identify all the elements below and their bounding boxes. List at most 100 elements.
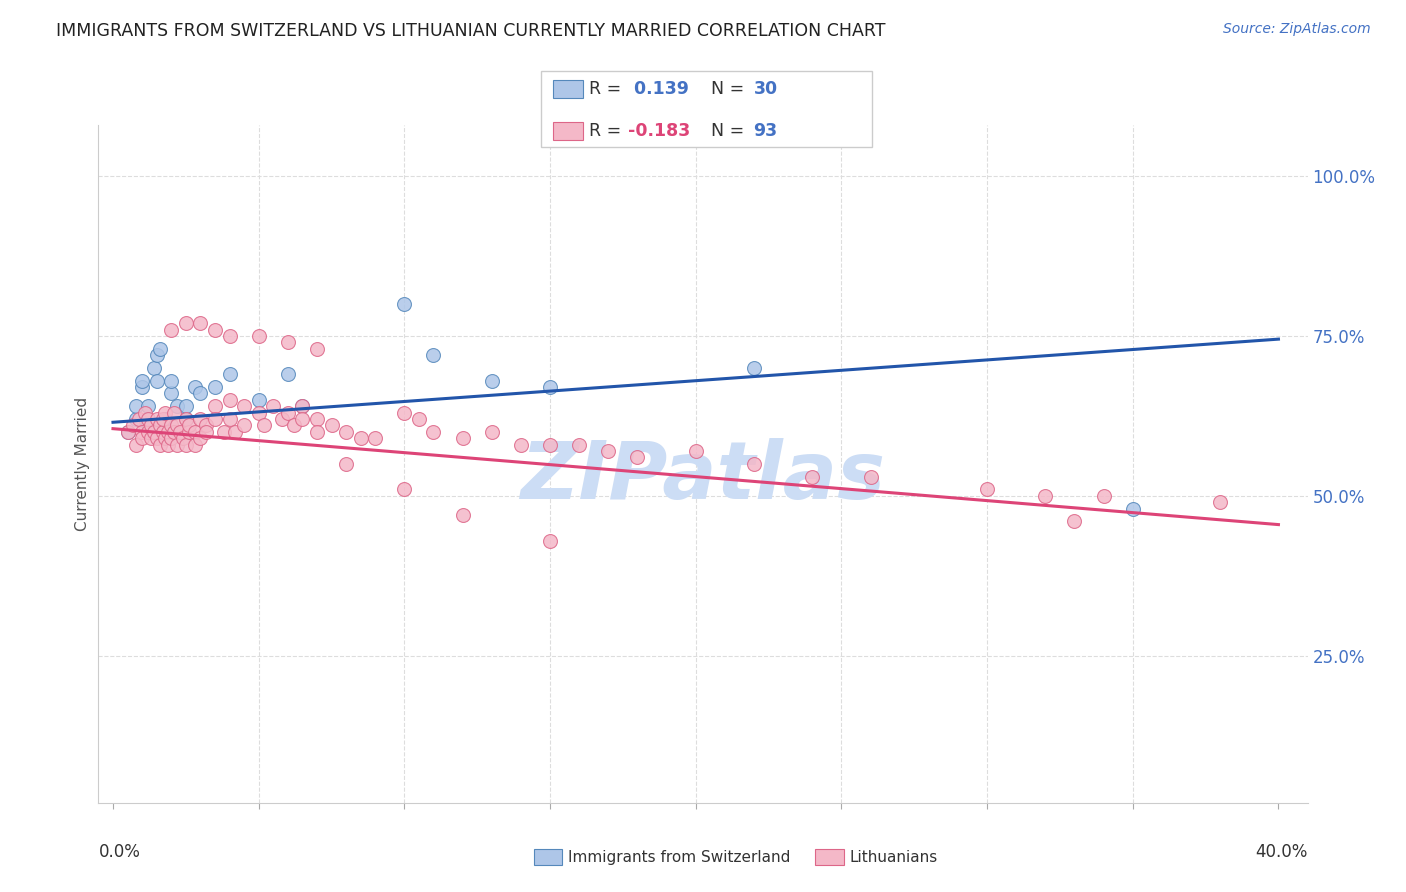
Point <box>131 374 153 388</box>
Point <box>204 399 226 413</box>
Point <box>183 425 205 439</box>
Point <box>166 418 188 433</box>
Point <box>212 425 235 439</box>
Text: R =: R = <box>589 122 627 140</box>
Point <box>224 425 246 439</box>
Point <box>481 374 503 388</box>
Point <box>685 444 707 458</box>
Point <box>149 342 172 356</box>
Point <box>163 406 186 420</box>
Text: ZIPatlas: ZIPatlas <box>520 438 886 516</box>
Point <box>233 399 256 413</box>
Point <box>134 406 156 420</box>
Point <box>155 406 177 420</box>
Point <box>277 335 299 350</box>
Point <box>394 406 416 420</box>
Point <box>160 386 183 401</box>
Point <box>166 399 188 413</box>
Point <box>136 418 159 433</box>
Point <box>204 380 226 394</box>
Point <box>271 412 294 426</box>
Point <box>451 508 474 522</box>
Point <box>183 380 205 394</box>
Point <box>422 348 444 362</box>
Point <box>163 425 186 439</box>
Point <box>155 412 177 426</box>
Point <box>277 406 299 420</box>
Point <box>859 469 882 483</box>
Point <box>538 533 561 548</box>
Point <box>131 425 153 439</box>
Point <box>122 418 145 433</box>
Point <box>394 483 416 497</box>
Text: 30: 30 <box>754 80 778 98</box>
Text: Lithuanians: Lithuanians <box>849 850 938 864</box>
Point <box>152 425 174 439</box>
Point <box>152 412 174 426</box>
Point <box>131 380 153 394</box>
Text: N =: N = <box>700 122 749 140</box>
Point <box>149 418 172 433</box>
Point <box>128 412 150 426</box>
Y-axis label: Currently Married: Currently Married <box>75 397 90 531</box>
Point <box>136 399 159 413</box>
Text: 0.139: 0.139 <box>628 80 689 98</box>
Point <box>142 425 165 439</box>
Point <box>183 437 205 451</box>
Point <box>277 368 299 382</box>
Point <box>218 329 240 343</box>
Point <box>166 437 188 451</box>
Point <box>131 431 153 445</box>
Point <box>742 360 765 375</box>
Point <box>125 437 148 451</box>
Point <box>174 316 197 330</box>
Point <box>321 418 343 433</box>
Point <box>976 483 998 497</box>
Point <box>136 412 159 426</box>
Point <box>204 322 226 336</box>
Point <box>283 418 305 433</box>
Point <box>218 368 240 382</box>
Point <box>394 297 416 311</box>
Point <box>626 450 648 465</box>
Point <box>149 437 172 451</box>
Point <box>190 412 212 426</box>
Point <box>291 412 314 426</box>
Point <box>174 399 197 413</box>
Text: 0.0%: 0.0% <box>98 844 141 862</box>
Point <box>117 425 139 439</box>
Point <box>364 431 387 445</box>
Point <box>204 412 226 426</box>
Point <box>233 418 256 433</box>
Point <box>408 412 430 426</box>
Point <box>155 431 177 445</box>
Point <box>350 431 373 445</box>
Point <box>291 399 314 413</box>
Point <box>174 412 197 426</box>
Point <box>125 399 148 413</box>
Point <box>247 406 270 420</box>
Text: -0.183: -0.183 <box>628 122 690 140</box>
Point <box>218 392 240 407</box>
Point <box>422 425 444 439</box>
Point <box>305 342 328 356</box>
Point <box>157 437 180 451</box>
Text: Immigrants from Switzerland: Immigrants from Switzerland <box>568 850 790 864</box>
Point <box>253 418 276 433</box>
Point <box>160 374 183 388</box>
Point <box>801 469 824 483</box>
Point <box>136 425 159 439</box>
Point <box>117 425 139 439</box>
Point <box>218 412 240 426</box>
Point <box>1209 495 1232 509</box>
Point <box>142 360 165 375</box>
Point <box>598 444 620 458</box>
Point <box>538 380 561 394</box>
Point <box>335 425 357 439</box>
Point <box>1122 501 1144 516</box>
Point <box>1092 489 1115 503</box>
Text: IMMIGRANTS FROM SWITZERLAND VS LITHUANIAN CURRENTLY MARRIED CORRELATION CHART: IMMIGRANTS FROM SWITZERLAND VS LITHUANIA… <box>56 22 886 40</box>
Point <box>160 322 183 336</box>
Point <box>247 329 270 343</box>
Point <box>195 418 218 433</box>
